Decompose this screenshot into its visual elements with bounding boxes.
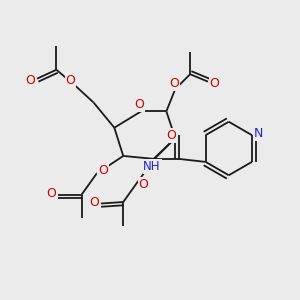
Text: O: O (46, 187, 56, 200)
Text: O: O (139, 178, 148, 191)
Text: O: O (89, 196, 99, 208)
Text: O: O (26, 74, 35, 87)
Text: O: O (135, 98, 145, 111)
Text: O: O (98, 164, 108, 177)
Text: O: O (210, 76, 219, 90)
Text: N: N (254, 127, 263, 140)
Text: NH: NH (143, 160, 161, 173)
Text: O: O (65, 74, 75, 87)
Text: O: O (167, 129, 176, 142)
Text: O: O (169, 77, 179, 90)
